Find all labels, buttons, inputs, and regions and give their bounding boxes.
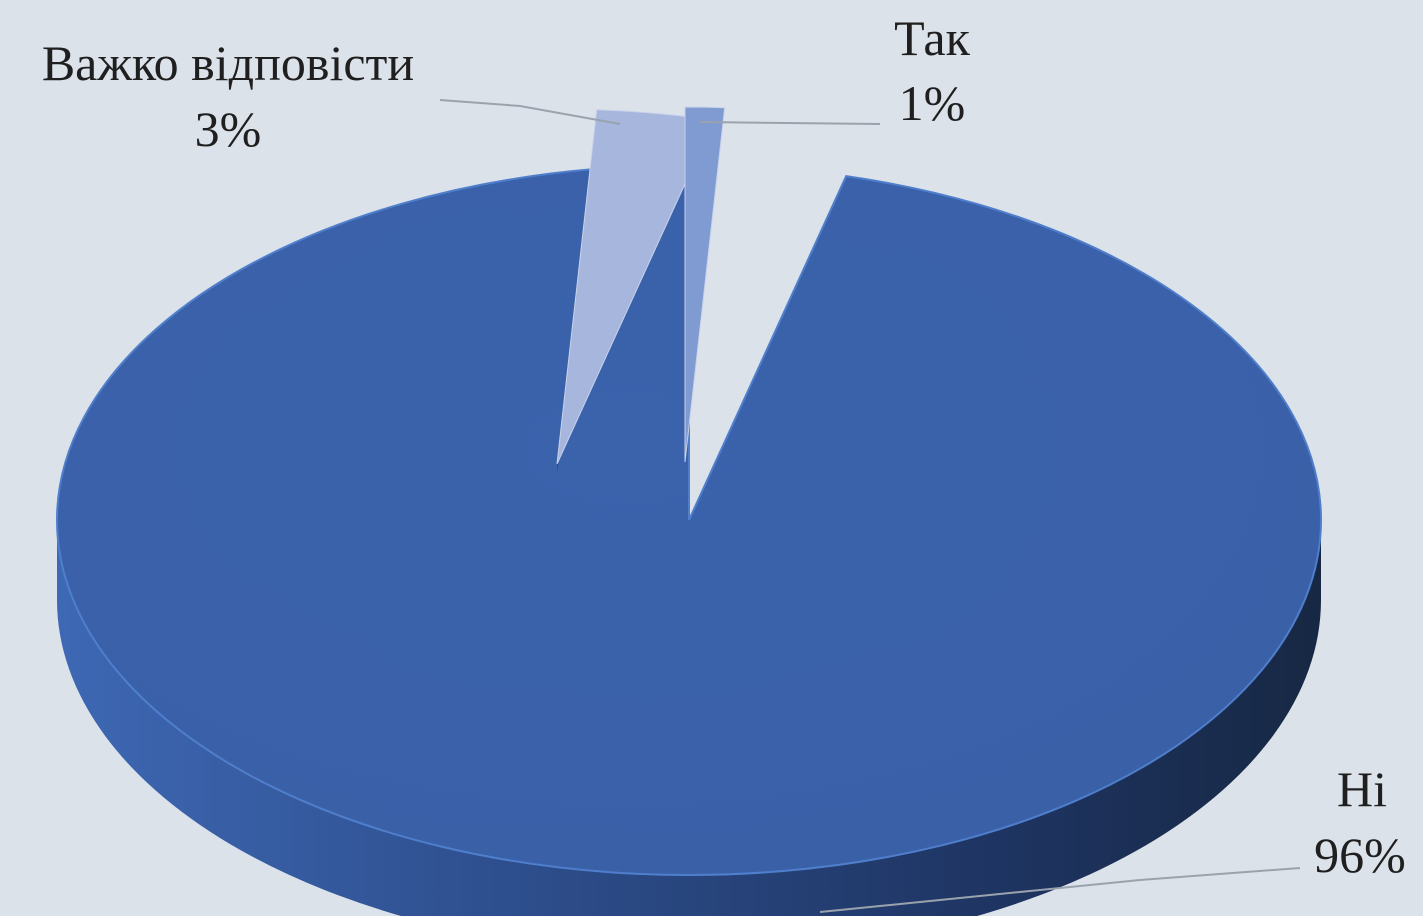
pie-slice-tak <box>684 106 726 463</box>
label-category-vazhko: Важко відповісти <box>42 35 414 91</box>
leader-line-tak <box>699 121 881 125</box>
pie-slice-ni <box>56 163 1322 876</box>
label-value-tak: 1% <box>899 75 966 131</box>
label-category-tak: Так <box>894 10 970 66</box>
label-value-ni: 96% <box>1314 827 1406 883</box>
leader-line-ni <box>819 867 1301 913</box>
label-value-vazhko: 3% <box>195 101 262 157</box>
label-category-ni: Ні <box>1337 761 1387 817</box>
pie-slice-vazhko <box>556 109 715 473</box>
leader-line-vazhko <box>439 99 621 125</box>
